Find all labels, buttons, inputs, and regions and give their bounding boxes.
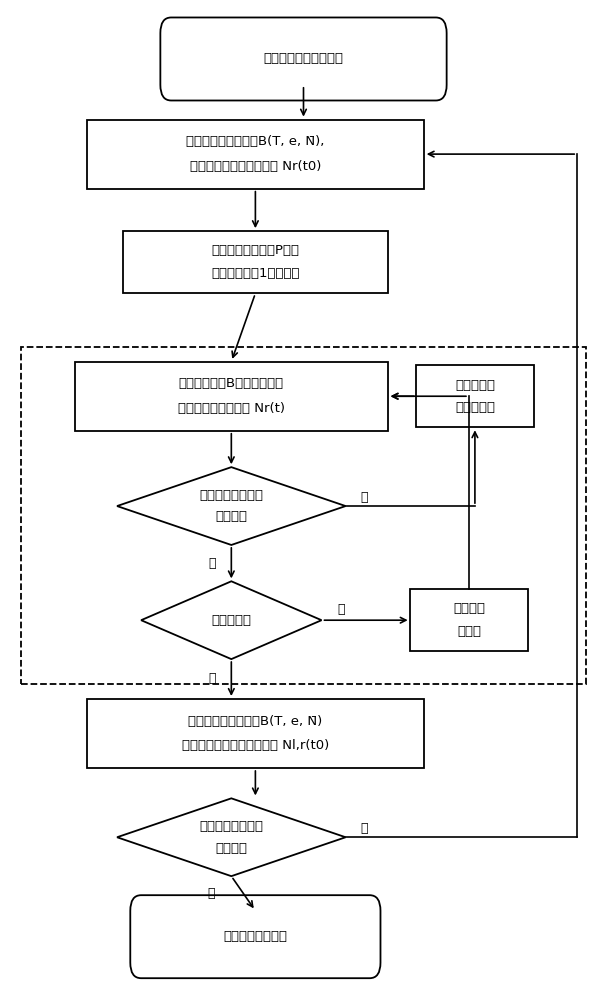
Polygon shape xyxy=(117,467,345,545)
Text: 是: 是 xyxy=(209,672,216,686)
Text: 开始下一: 开始下一 xyxy=(453,602,485,615)
Text: 计算嬗变矩阵B及当前燃耗步: 计算嬗变矩阵B及当前燃耗步 xyxy=(179,377,284,390)
Text: 计算新的阶段核子密度向量 Nl,r(t0): 计算新的阶段核子密度向量 Nl,r(t0) xyxy=(181,739,329,752)
Bar xyxy=(416,365,534,427)
Text: 开始堆内循环模式迭代: 开始堆内循环模式迭代 xyxy=(263,52,344,65)
Text: 否: 否 xyxy=(361,491,368,504)
Text: 是: 是 xyxy=(209,557,216,570)
Bar xyxy=(87,699,424,768)
FancyBboxPatch shape xyxy=(160,17,447,100)
Bar xyxy=(87,120,424,189)
Bar xyxy=(21,347,586,684)
Text: 阶段核子密度向量: 阶段核子密度向量 xyxy=(199,820,263,833)
Text: 中子学计算: 中子学计算 xyxy=(455,401,495,414)
Text: 当前燃耗步: 当前燃耗步 xyxy=(455,379,495,392)
Text: 采用最终的嬗变矩阵B(T, e, N̄): 采用最终的嬗变矩阵B(T, e, N̄) xyxy=(188,715,322,728)
Text: 堆内循环模式收敛: 堆内循环模式收敛 xyxy=(223,930,287,943)
Text: 是否收敛: 是否收敛 xyxy=(215,842,247,855)
Text: 的区域核子密度向量 Nr(t): 的区域核子密度向量 Nr(t) xyxy=(178,402,285,415)
Text: 燃耗步: 燃耗步 xyxy=(457,625,481,638)
Text: 区域核子密度向量: 区域核子密度向量 xyxy=(199,489,263,502)
Text: 是: 是 xyxy=(207,887,214,900)
Polygon shape xyxy=(141,581,322,659)
Text: 耗步，开始第1个燃耗步: 耗步，开始第1个燃耗步 xyxy=(211,267,300,280)
Text: 否: 否 xyxy=(337,603,345,616)
Text: 是否循环末: 是否循环末 xyxy=(211,614,251,627)
Bar xyxy=(75,362,388,431)
Text: 基于当前的嬗变矩阵B(T, e, N̄),: 基于当前的嬗变矩阵B(T, e, N̄), xyxy=(186,135,325,148)
Polygon shape xyxy=(117,798,345,876)
Bar xyxy=(123,231,388,293)
Bar xyxy=(410,589,527,651)
Text: 将循环长度划分为P个燃: 将循环长度划分为P个燃 xyxy=(211,244,299,257)
FancyBboxPatch shape xyxy=(131,895,381,978)
Text: 计算循环初区域核子密度 Nr(t0): 计算循环初区域核子密度 Nr(t0) xyxy=(190,160,321,173)
Text: 否: 否 xyxy=(361,822,368,835)
Text: 是否收敛: 是否收敛 xyxy=(215,510,247,523)
